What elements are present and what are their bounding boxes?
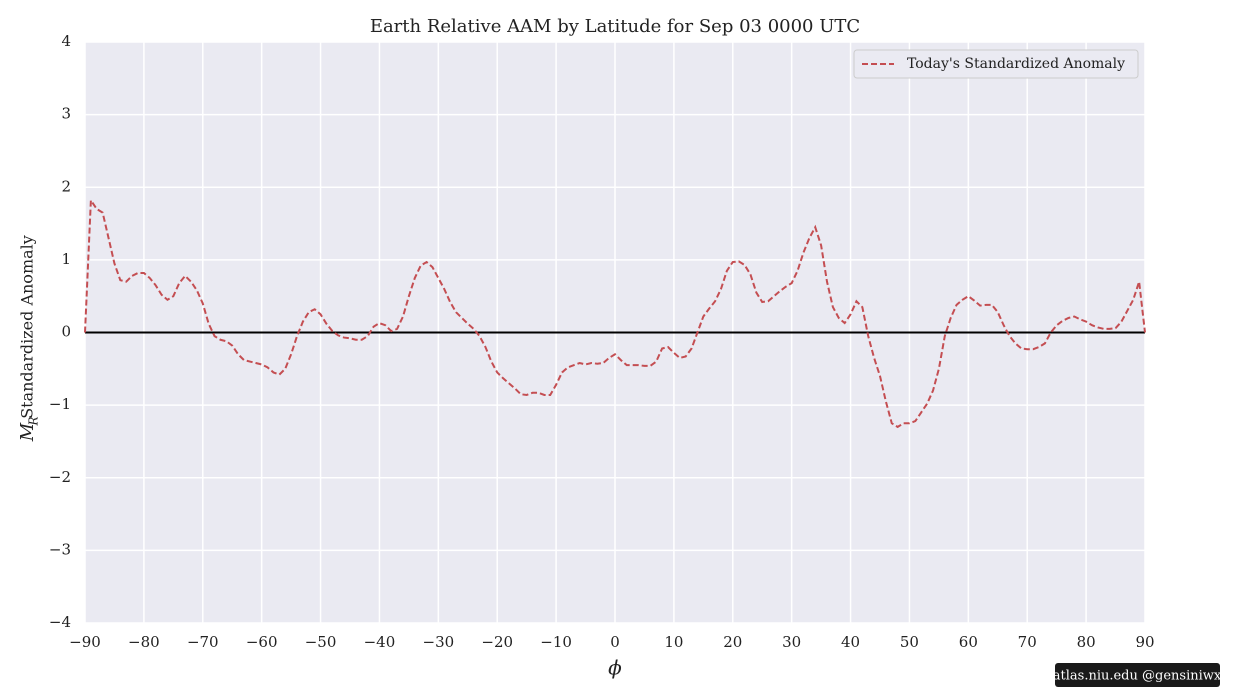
- y-tick-label: −4: [49, 613, 71, 631]
- x-tick-label: −70: [187, 633, 219, 651]
- legend-box: [853, 49, 1139, 79]
- watermark: atlas.niu.edu @gensiniwx: [1053, 669, 1222, 684]
- chart-title: Earth Relative AAM by Latitude for Sep 0…: [370, 16, 860, 37]
- x-tick-label: −40: [364, 633, 396, 651]
- legend: Today's Standardized Anomaly: [853, 49, 1139, 79]
- y-tick-label: 1: [61, 250, 71, 268]
- y-label-subscript: R: [27, 416, 41, 426]
- y-tick-label: −3: [49, 540, 71, 558]
- legend-label: Today's Standardized Anomaly: [907, 56, 1125, 72]
- x-tick-label: −80: [128, 633, 160, 651]
- y-tick-label: −1: [49, 395, 71, 413]
- y-tick-label: 0: [61, 323, 71, 341]
- y-tick-label: 2: [61, 177, 71, 195]
- x-tick-label: −10: [540, 633, 572, 651]
- x-tick-label: 80: [1077, 633, 1096, 651]
- watermark-box: [1055, 663, 1220, 687]
- data-line: [84, 197, 1146, 429]
- x-tick-label: −90: [69, 633, 101, 651]
- y-axis-label: M R Standardized Anomaly: [17, 235, 41, 442]
- x-tick-label: 70: [1018, 633, 1037, 651]
- x-tick-label: −60: [246, 633, 278, 651]
- x-tick-label: 10: [664, 633, 683, 651]
- x-tick-label: −20: [481, 633, 513, 651]
- x-tick-label: 60: [959, 633, 978, 651]
- x-axis-label: ϕ: [608, 656, 622, 680]
- y-tick-label: 4: [61, 32, 71, 50]
- y-label-symbol: M: [17, 422, 38, 442]
- y-tick-label: 3: [61, 105, 71, 123]
- x-tick-label: 30: [782, 633, 801, 651]
- x-tick-label: 40: [841, 633, 860, 651]
- x-tick-label: 20: [723, 633, 742, 651]
- y-tick-label: −2: [49, 468, 71, 486]
- x-tick-label: 50: [900, 633, 919, 651]
- x-tick-label: 90: [1135, 633, 1154, 651]
- x-tick-label: −30: [423, 633, 455, 651]
- x-tick-label: 0: [610, 633, 620, 651]
- y-label-text: Standardized Anomaly: [18, 235, 37, 419]
- x-tick-label: −50: [305, 633, 337, 651]
